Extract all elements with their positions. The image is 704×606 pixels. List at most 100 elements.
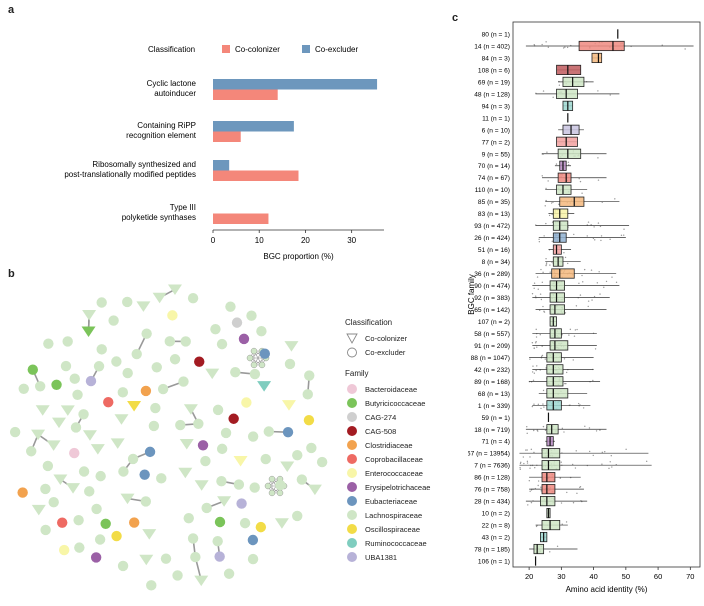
plot-frame [512,21,701,568]
network-node-co-excluder [95,470,106,482]
network-node-co-excluder [26,446,37,457]
box [578,40,625,52]
family-label: 92 (n = 383) [474,295,510,302]
network-node-co-excluder [306,442,317,454]
network-node-co-excluder [139,469,150,480]
network-node-co-excluder [9,426,21,438]
data-point [547,180,549,182]
legend-family-3: CAG-508 [345,424,455,438]
network-node-co-excluder [292,449,303,461]
data-point [558,203,560,206]
family-label: 68 (n = 13) [478,391,510,398]
bar-co-colonizer [213,131,241,142]
legend-title: Classification [148,45,195,54]
network-node-co-excluder [302,389,313,400]
data-point [587,221,590,223]
data-point [537,403,540,406]
legend-family-4: Clostridiaceae [345,438,455,452]
legend-family-dot [347,552,357,562]
legend-family-swatch [345,524,359,535]
data-point [543,235,545,237]
family-label: 48 (n = 128) [474,91,510,98]
data-point [548,214,551,217]
network-node-co-excluder [17,487,28,498]
data-point [645,460,648,463]
box [557,148,582,159]
network-node-co-excluder [141,328,152,339]
data-point [562,47,565,49]
network-node-co-colonizer [178,467,193,479]
bar-co-colonizer [213,213,269,224]
data-point [540,490,542,492]
data-point [599,429,601,431]
box [533,543,545,555]
data-point [611,466,613,468]
data-point [534,342,537,344]
data-point [535,336,538,338]
network-node-co-excluder [78,409,89,420]
family-label: 51 (n = 16) [478,247,510,254]
data-point [582,407,585,409]
legend-family-swatch [345,454,359,465]
data-point [538,241,541,243]
legend-label-1: Co-excluder [315,45,358,54]
network-node-co-excluder [259,348,271,359]
legend-family-swatch [345,496,359,507]
legend-family-dot [347,412,357,422]
data-point [566,46,569,49]
network-node-co-colonizer [66,483,81,494]
box [556,64,582,75]
legend-family-label: Eubacteriaceae [365,496,418,506]
network-node-co-excluder [247,553,259,565]
data-point [542,90,545,92]
data-point [573,233,575,236]
network-chart-b [9,284,328,591]
network-node-co-excluder [212,404,224,416]
data-point [533,403,535,405]
family-label: 88 (n = 1047) [471,355,510,362]
network-node-co-excluder [91,503,102,515]
network-node-co-colonizer [205,368,220,380]
network-node-co-excluder [214,551,225,562]
legend-family-1: Butyricicoccaceae [345,396,455,410]
network-node-co-excluder [94,534,106,545]
category-label: Ribosomally synthesized and [92,160,196,169]
legend-family-label: Enterococcaceae [365,468,423,478]
legend-family-label: Ruminococcaceae [365,538,427,548]
network-node-co-excluder [169,354,181,365]
data-point [597,179,600,181]
family-label: 94 (n = 3) [482,103,510,110]
legend-swatch-0 [222,45,230,53]
family-label: 67 (n = 13954) [468,451,510,458]
legend-family-dot [347,440,357,450]
network-node-co-colonizer [167,284,182,296]
box [541,520,561,531]
legend-family-0: Bacteroidaceae [345,382,455,396]
network-node-co-excluder [249,482,260,493]
category-label: Type III [170,203,196,212]
data-point [520,461,522,464]
network-node-co-excluder [180,336,191,347]
network-node-co-excluder [216,338,228,350]
data-point [537,480,540,482]
network-node-co-excluder [178,376,189,387]
data-point [661,44,663,46]
data-point [535,525,538,528]
box [546,388,569,399]
data-point [526,449,528,451]
network-node-co-excluder [140,385,152,397]
data-point [542,403,544,405]
data-point [623,228,625,230]
network-node-co-excluder [197,440,209,451]
family-label: 22 (n = 8) [482,523,510,530]
box [556,88,578,99]
family-label: 36 (n = 289) [474,271,510,278]
data-point [545,41,547,43]
network-node-co-excluder [304,370,315,381]
family-label: 8 (n = 34) [482,259,510,266]
family-label: 69 (n = 19) [478,79,510,86]
data-point [561,523,563,525]
family-label: 86 (n = 128) [474,475,510,482]
network-node-co-colonizer [142,529,157,540]
bar-co-excluder [213,160,230,171]
